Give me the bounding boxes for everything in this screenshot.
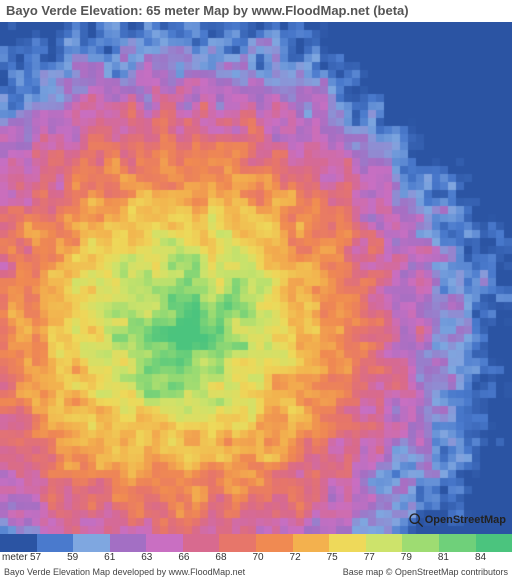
credits-left: Bayo Verde Elevation Map developed by ww… bbox=[4, 567, 245, 577]
osm-label: OpenStreetMap bbox=[425, 514, 506, 526]
legend-swatch bbox=[219, 534, 256, 552]
credits: Bayo Verde Elevation Map developed by ww… bbox=[0, 566, 512, 577]
legend-tick: 81 bbox=[438, 552, 475, 566]
legend-labels: meter 57596163666870727577798184 bbox=[0, 552, 512, 566]
legend-tick: 72 bbox=[290, 552, 327, 566]
legend-tick: 68 bbox=[215, 552, 252, 566]
legend-swatch bbox=[37, 534, 74, 552]
legend-footer: meter 57596163666870727577798184 Bayo Ve… bbox=[0, 534, 512, 582]
legend-swatch bbox=[402, 534, 439, 552]
legend-tick: 77 bbox=[364, 552, 401, 566]
legend-swatch bbox=[146, 534, 183, 552]
legend-swatch bbox=[0, 534, 37, 552]
magnify-icon bbox=[408, 512, 424, 528]
legend-swatch bbox=[293, 534, 330, 552]
legend-tick: 75 bbox=[327, 552, 364, 566]
legend-swatches bbox=[0, 534, 512, 552]
elevation-heatmap: OpenStreetMap bbox=[0, 22, 512, 534]
legend-tick: 57 bbox=[30, 552, 67, 566]
legend-swatch bbox=[110, 534, 147, 552]
legend-swatch bbox=[256, 534, 293, 552]
legend-swatch bbox=[73, 534, 110, 552]
legend-swatch bbox=[439, 534, 476, 552]
legend-tick: 66 bbox=[178, 552, 215, 566]
page-title: Bayo Verde Elevation: 65 meter Map by ww… bbox=[0, 0, 512, 22]
legend-swatch bbox=[183, 534, 220, 552]
legend-tick: 70 bbox=[252, 552, 289, 566]
legend-values: 57596163666870727577798184 bbox=[0, 552, 512, 566]
legend-swatch bbox=[329, 534, 366, 552]
legend-swatch bbox=[366, 534, 403, 552]
legend-tick: 84 bbox=[475, 552, 512, 566]
legend-tick: 63 bbox=[141, 552, 178, 566]
legend-swatch bbox=[476, 534, 512, 552]
credits-right: Base map © OpenStreetMap contributors bbox=[343, 567, 508, 577]
legend-tick: 79 bbox=[401, 552, 438, 566]
osm-attribution: OpenStreetMap bbox=[408, 512, 506, 528]
legend-tick: 59 bbox=[67, 552, 104, 566]
heatmap-canvas bbox=[0, 22, 512, 534]
legend-tick: 61 bbox=[104, 552, 141, 566]
legend-unit: meter bbox=[2, 552, 28, 563]
